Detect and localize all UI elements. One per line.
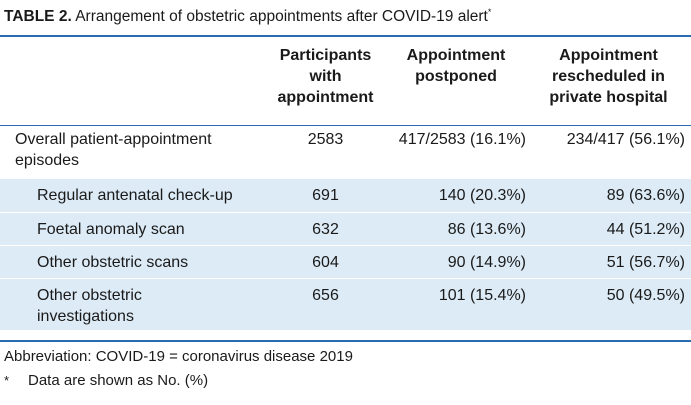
cell-participants: 2583	[307, 130, 344, 148]
row-label: Other obstetric scans	[0, 245, 265, 278]
table-title: Arrangement of obstetric appointments af…	[75, 8, 488, 25]
footnote-data: * Data are shown as No. (%)	[4, 370, 208, 392]
row-label: Other obstetric investigations	[0, 278, 265, 330]
title-footnote-marker: *	[487, 6, 492, 17]
row-label: Foetal anomaly scan	[0, 212, 265, 245]
cell-postponed: 86 (13.6%)	[386, 212, 526, 245]
row-label: Overall patient-appointment episodes	[15, 130, 212, 169]
footnote-abbreviation: Abbreviation: COVID-19 = coronavirus dis…	[4, 348, 353, 365]
table-caption: TABLE 2. Arrangement of obstetric appoin…	[4, 2, 491, 32]
cell-participants: 604	[265, 245, 386, 278]
header-rescheduled: Appointment rescheduled in private hospi…	[549, 47, 668, 106]
header-row: Participants with appointment Appointmen…	[0, 37, 691, 125]
table-row: Regular antenatal check-up 691 140 (20.3…	[0, 179, 691, 212]
cell-postponed: 140 (20.3%)	[386, 179, 526, 212]
table-row: Overall patient-appointment episodes 258…	[0, 125, 691, 179]
cell-rescheduled: 234/417 (56.1%)	[566, 130, 685, 148]
footnote-marker: *	[4, 373, 10, 388]
header-blank	[0, 37, 265, 125]
cell-participants: 632	[265, 212, 386, 245]
cell-postponed: 101 (15.4%)	[386, 278, 526, 330]
table-row: Other obstetric scans 604 90 (14.9%) 51 …	[0, 245, 691, 278]
cell-rescheduled: 51 (56.7%)	[526, 245, 691, 278]
cell-participants: 656	[265, 278, 386, 330]
footnote-data-text: Data are shown as No. (%)	[28, 372, 209, 389]
appointments-table: Participants with appointment Appointmen…	[0, 37, 691, 330]
header-participants: Participants with appointment	[277, 47, 374, 106]
cell-participants: 691	[265, 179, 386, 212]
cell-rescheduled: 89 (63.6%)	[526, 179, 691, 212]
header-postponed: Appointment postponed	[406, 47, 506, 85]
table-row: Other obstetric investigations 656 101 (…	[0, 278, 691, 330]
row-label: Regular antenatal check-up	[0, 179, 265, 212]
top-rule	[0, 35, 691, 37]
cell-rescheduled: 44 (51.2%)	[526, 212, 691, 245]
table-row: Foetal anomaly scan 632 86 (13.6%) 44 (5…	[0, 212, 691, 245]
cell-postponed: 417/2583 (16.1%)	[398, 130, 526, 148]
cell-rescheduled: 50 (49.5%)	[526, 278, 691, 330]
cell-postponed: 90 (14.9%)	[386, 245, 526, 278]
bottom-rule	[0, 340, 691, 342]
table-label: TABLE 2.	[4, 8, 72, 25]
